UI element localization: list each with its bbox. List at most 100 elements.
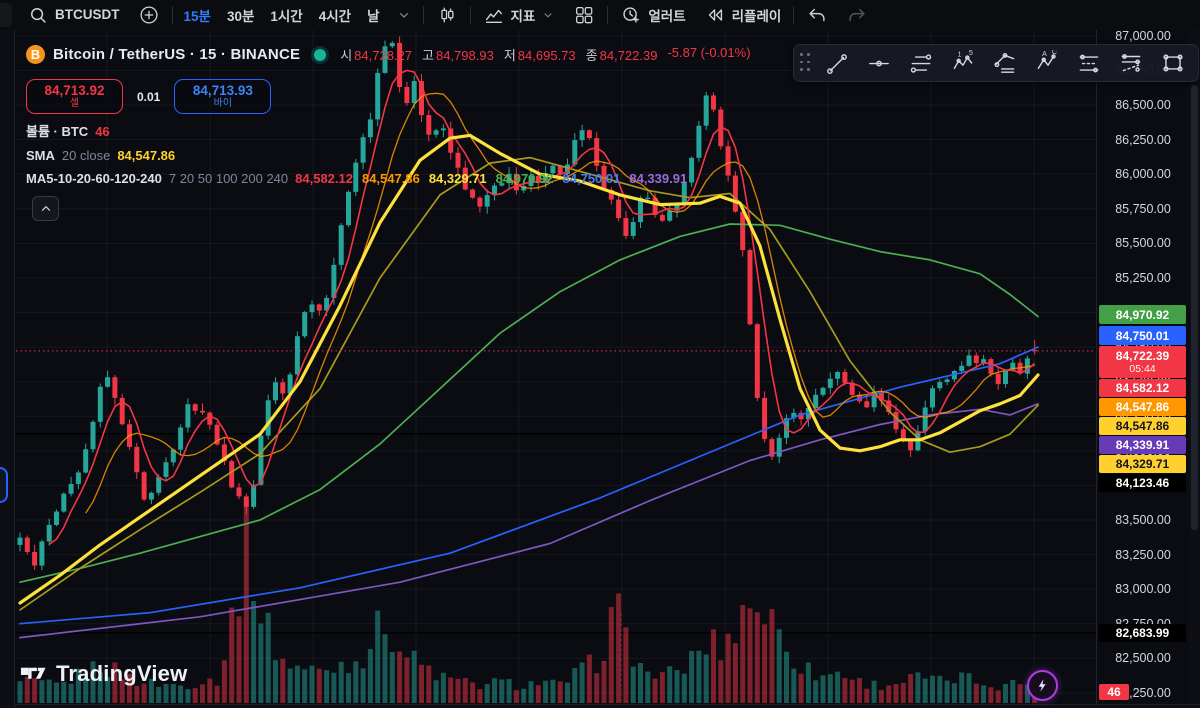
price-label-chip: 82,683.99 bbox=[1099, 624, 1186, 642]
indicators-label: 지표 bbox=[510, 8, 536, 24]
axis-tick: 83,000.00 bbox=[1115, 582, 1171, 597]
ma-legend[interactable]: MA5-10-20-60-120-240 7 20 50 100 200 240… bbox=[26, 171, 687, 186]
interval-날[interactable]: 날 bbox=[367, 8, 380, 24]
interval-15분[interactable]: 15분 bbox=[183, 8, 211, 24]
interval-group: 15분 30분 1시간 4시간 날 bbox=[176, 0, 388, 29]
axis-tick: 85,500.00 bbox=[1115, 236, 1171, 251]
rectangle-tool-button[interactable] bbox=[1152, 47, 1194, 79]
axis-tick: 83,500.00 bbox=[1115, 512, 1171, 527]
layout-grid-icon bbox=[576, 6, 593, 23]
price-axis[interactable]: 87,000.0086,750.0086,500.0086,250.0086,0… bbox=[1096, 28, 1188, 708]
parallel-channel-icon bbox=[910, 54, 932, 73]
search-icon bbox=[31, 7, 46, 23]
symbol-header: B Bitcoin / TetherUS · 15 · BINANCE 시 84,… bbox=[26, 45, 751, 64]
ma-legend-title: MA5-10-20-60-120-240 bbox=[26, 171, 162, 186]
price-label-chip: 84,329.71 bbox=[1099, 455, 1186, 473]
tradingview-logo-icon bbox=[20, 667, 46, 679]
candle-style-button[interactable] bbox=[427, 0, 467, 29]
sell-button[interactable]: 84,713.92 셀 bbox=[26, 79, 123, 114]
trend-line-tool-button[interactable] bbox=[816, 47, 858, 79]
buy-label: 바이 bbox=[213, 97, 233, 109]
ma-value-3: 84,970.92 bbox=[495, 171, 554, 186]
chevron-up-icon bbox=[41, 205, 50, 211]
axis-tick: 82,500.00 bbox=[1115, 651, 1171, 666]
drag-handle[interactable] bbox=[800, 53, 810, 73]
price-label-chip: 84,339.91 bbox=[1099, 436, 1186, 454]
fib-trend-extension-tool-button[interactable] bbox=[1110, 47, 1152, 79]
toolbar-separator bbox=[607, 5, 609, 24]
replay-icon bbox=[708, 8, 722, 21]
lightning-icon bbox=[1038, 679, 1046, 692]
horizontal-line-tool-button[interactable] bbox=[858, 47, 900, 79]
chart-title[interactable]: Bitcoin / TetherUS · 15 · BINANCE bbox=[53, 46, 301, 63]
fib-retracement-tool-button[interactable] bbox=[1068, 47, 1110, 79]
time-axis[interactable] bbox=[0, 704, 1200, 708]
symbol-search-button[interactable]: BTCUSDT bbox=[18, 0, 129, 29]
change-value: -5.87 (-0.01%) bbox=[667, 45, 751, 60]
toolbar-separator bbox=[171, 5, 173, 24]
ma-value-2: 84,329.71 bbox=[428, 171, 487, 186]
interval-more-button[interactable] bbox=[388, 0, 420, 29]
toolbar-separator bbox=[469, 5, 471, 24]
horizontal-line-icon bbox=[869, 60, 889, 67]
toolbar-separator bbox=[793, 5, 795, 24]
axis-tick: 82,250.00 bbox=[1115, 685, 1171, 700]
undo-icon bbox=[809, 8, 825, 21]
price-label-chip: 84,547.86 bbox=[1099, 398, 1186, 416]
plus-circle-icon bbox=[139, 5, 158, 24]
sma-legend[interactable]: SMA 20 close 84,547.86 bbox=[26, 148, 175, 163]
indicators-button[interactable]: 지표 bbox=[474, 0, 565, 29]
sell-label: 셀 bbox=[69, 97, 80, 109]
symbol-label: BTCUSDT bbox=[55, 7, 120, 22]
parallel-channel-tool-button[interactable] bbox=[900, 47, 942, 79]
price-label-chip: 84,970.92 bbox=[1099, 305, 1186, 324]
ma-value-5: 84,339.91 bbox=[629, 171, 688, 186]
price-label-chip: 46 bbox=[1099, 684, 1129, 700]
undo-button[interactable] bbox=[797, 0, 837, 29]
buy-button[interactable]: 84,713.93 바이 bbox=[174, 79, 272, 114]
alert-clock-icon bbox=[623, 6, 640, 23]
drawing-favorite-pill[interactable] bbox=[0, 467, 8, 503]
chart-plot[interactable] bbox=[16, 30, 1096, 708]
lightning-button[interactable] bbox=[1027, 670, 1058, 701]
tradingview-watermark: TradingView bbox=[20, 660, 187, 687]
axis-tick: 85,750.00 bbox=[1115, 201, 1171, 216]
pitchfork-icon bbox=[994, 52, 1015, 73]
sma-legend-params: 20 close bbox=[61, 148, 111, 163]
close-value: 84,722.39 bbox=[599, 48, 658, 63]
layout-grid-button[interactable] bbox=[564, 0, 604, 29]
svg-text:A: A bbox=[1042, 51, 1047, 58]
replay-button[interactable]: 리플레이 bbox=[695, 0, 791, 29]
ma-legend-values: 84,582.12 84,547.86 84,329.71 84,970.92 84,7… bbox=[295, 171, 687, 186]
price-label-chip: 84,582.12 bbox=[1099, 379, 1186, 397]
price-label-chip: 84,123.46 bbox=[1099, 474, 1186, 492]
redo-button[interactable] bbox=[837, 0, 877, 29]
top-toolbar: BTCUSDT 15분 30분 1시간 4시간 날 지표 bbox=[0, 0, 1200, 29]
scrollbar-thumb[interactable] bbox=[1191, 85, 1198, 530]
panel-corner-button[interactable] bbox=[0, 2, 12, 27]
interval-4시간[interactable]: 4시간 bbox=[318, 8, 352, 24]
chevron-down-icon bbox=[399, 12, 408, 18]
fib-trend-extension-icon bbox=[1121, 54, 1141, 72]
compare-add-button[interactable] bbox=[129, 0, 169, 29]
interval-30분[interactable]: 30분 bbox=[226, 8, 255, 24]
axis-tick: 87,000.00 bbox=[1115, 28, 1171, 43]
indicators-icon bbox=[485, 9, 502, 23]
market-status-dot[interactable] bbox=[314, 48, 327, 61]
redo-icon bbox=[849, 8, 865, 21]
axis-tick: 86,250.00 bbox=[1115, 132, 1171, 147]
svg-text:1: 1 bbox=[958, 52, 962, 59]
alert-button[interactable]: 얼러트 bbox=[611, 0, 694, 29]
pitchfork-tool-button[interactable] bbox=[984, 47, 1026, 79]
interval-1시간[interactable]: 1시간 bbox=[270, 8, 303, 24]
volume-legend[interactable]: 볼륨 · BTC 46 bbox=[26, 121, 110, 140]
collapse-legend-button[interactable] bbox=[32, 196, 59, 221]
svg-text:C: C bbox=[1052, 50, 1057, 56]
buy-price: 84,713.93 bbox=[192, 82, 253, 98]
price-label-chip: 84,722.39 05:44 bbox=[1099, 346, 1186, 378]
